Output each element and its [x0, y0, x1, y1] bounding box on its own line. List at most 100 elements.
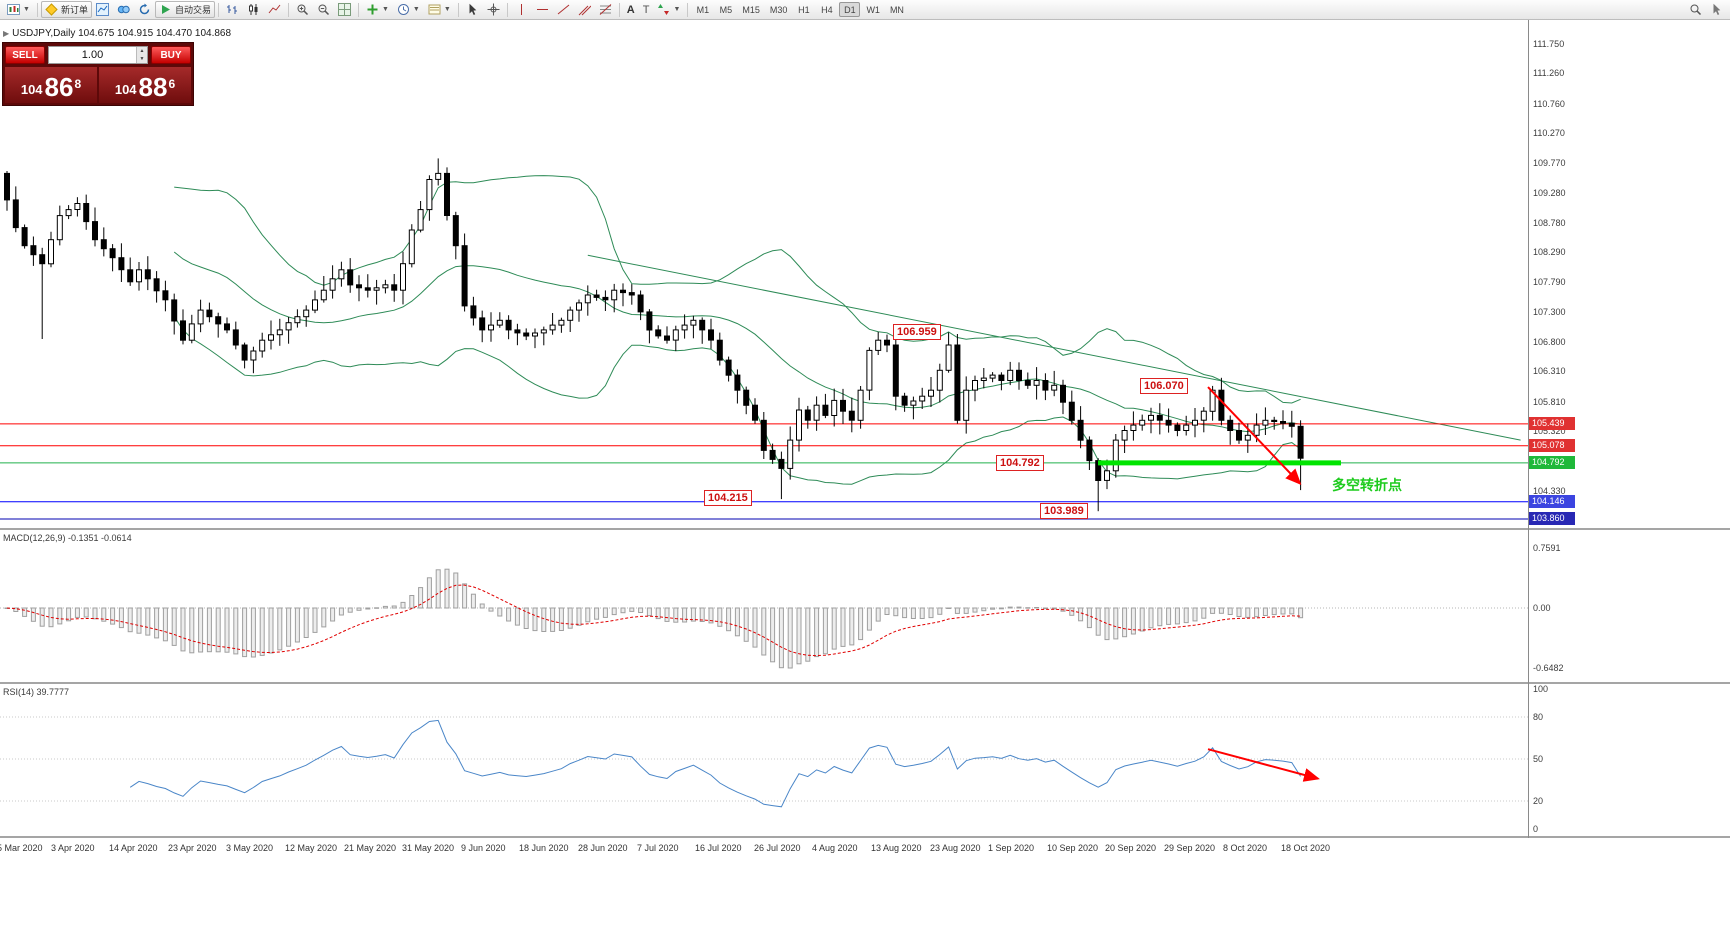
crosshair-button[interactable]: [483, 1, 504, 18]
zoom-out-button[interactable]: [313, 1, 334, 18]
trendline-button[interactable]: [553, 1, 574, 18]
date-label: 29 Sep 2020: [1164, 843, 1216, 853]
cursor-button[interactable]: [462, 1, 483, 18]
new-chart-icon: [7, 4, 20, 15]
chevron-down-icon: ▼: [673, 6, 681, 13]
volume-up-icon[interactable]: ▲: [137, 47, 147, 55]
zoom-out-icon: [318, 4, 329, 16]
toolbar-separator: [217, 2, 219, 17]
timeframe-h1[interactable]: H1: [798, 4, 810, 15]
crosshair-icon: [487, 3, 500, 16]
volume-value[interactable]: 1.00: [81, 49, 104, 61]
line-chart-button[interactable]: [264, 1, 285, 18]
label-icon: T: [642, 3, 650, 16]
timeframe-d1[interactable]: D1: [839, 2, 861, 17]
indicators-plus-icon: [367, 4, 378, 15]
price-annotation-label[interactable]: 106.959: [893, 324, 941, 340]
date-axis-separator: [0, 836, 1730, 838]
buy-button[interactable]: BUY: [151, 46, 191, 64]
turning-point-note[interactable]: 多空转折点: [1332, 477, 1402, 493]
new-chart-button[interactable]: ▼: [3, 1, 34, 18]
tile-windows-button[interactable]: [334, 1, 355, 18]
macd-panel-separator[interactable]: [0, 528, 1730, 530]
channel-button[interactable]: [574, 1, 595, 18]
rsi-panel-canvas[interactable]: [0, 684, 1528, 836]
chart-ohlc-text: USDJPY,Daily 104.675 104.915 104.470 104…: [12, 28, 232, 39]
ask-prefix: 104: [114, 82, 137, 97]
fibonacci-icon: [599, 4, 612, 15]
zoom-in-button[interactable]: [292, 1, 313, 18]
new-order-button[interactable]: 新订单: [40, 1, 92, 18]
price-tick: 105.320: [1533, 426, 1566, 436]
bar-chart-button[interactable]: [222, 1, 243, 18]
one-click-trading-panel: SELL 1.00 ▲ ▼ BUY 104 86 8 104 88 6: [2, 42, 194, 106]
macd-scale-tick: -0.6482: [1533, 663, 1564, 673]
macd-panel-canvas[interactable]: [0, 530, 1528, 682]
timeframe-m5[interactable]: M5: [719, 4, 733, 15]
indicators-button[interactable]: ▼: [362, 1, 393, 18]
rsi-label: RSI(14) 39.7777: [3, 687, 70, 697]
bid-price[interactable]: 104 86 8: [5, 67, 97, 103]
horizontal-line-button[interactable]: [532, 1, 553, 18]
text-button[interactable]: A: [623, 1, 639, 18]
refresh-button[interactable]: [134, 1, 155, 18]
timeframe-m15[interactable]: M15: [742, 4, 760, 15]
macd-scale-tick: 0.00: [1533, 603, 1551, 613]
chart-expand-icon[interactable]: ▶: [3, 29, 10, 38]
candlestick-chart-button[interactable]: [243, 1, 264, 18]
rsi-panel-separator[interactable]: [0, 682, 1730, 684]
bid-pipette: 8: [74, 77, 82, 91]
autotrade-button[interactable]: 自动交易: [154, 1, 215, 18]
date-label: 23 Apr 2020: [168, 843, 217, 853]
ask-price[interactable]: 104 88 6: [99, 67, 191, 103]
arrows-icon: [658, 4, 670, 15]
fibonacci-button[interactable]: [595, 1, 616, 18]
rsi-scale-tick: 20: [1533, 796, 1544, 806]
date-label: 28 Jun 2020: [578, 843, 628, 853]
toolbar-separator: [506, 2, 508, 17]
price-tick: 106.800: [1533, 337, 1566, 347]
timeframe-w1[interactable]: W1: [866, 4, 880, 15]
volume-input[interactable]: 1.00 ▲ ▼: [48, 46, 148, 64]
price-line-tag: 105.439: [1529, 417, 1575, 430]
price-annotation-label[interactable]: 106.070: [1140, 378, 1188, 394]
price-tick: 108.780: [1533, 218, 1566, 228]
sell-button[interactable]: SELL: [5, 46, 45, 64]
main-toolbar: ▼ 新订单 自动交易 ▼ ▼: [0, 0, 1730, 20]
date-label: 10 Sep 2020: [1047, 843, 1099, 853]
price-line-tag: 104.146: [1529, 495, 1575, 508]
pointer-button[interactable]: [1706, 1, 1727, 18]
price-annotation-label[interactable]: 104.215: [704, 490, 752, 506]
timeframe-mn[interactable]: MN: [889, 4, 904, 15]
bar-chart-icon: [226, 5, 237, 14]
periods-button[interactable]: ▼: [393, 1, 424, 18]
tile-windows-icon: [337, 3, 351, 16]
timeframe-m1[interactable]: M1: [696, 4, 710, 15]
timeframe-h4[interactable]: H4: [821, 4, 833, 15]
autotrade-label: 自动交易: [174, 5, 211, 15]
timeframe-m30[interactable]: M30: [769, 4, 788, 15]
marketwatch-button[interactable]: [92, 1, 113, 18]
toolbar-separator: [457, 2, 459, 17]
candlestick-icon: [248, 4, 258, 15]
ask-big-digits: 88: [138, 72, 168, 102]
label-button[interactable]: T: [639, 1, 654, 18]
ask-pipette: 6: [168, 77, 176, 91]
volume-down-icon[interactable]: ▼: [137, 55, 147, 63]
toolbar-separator: [357, 2, 359, 17]
price-annotation-label[interactable]: 104.792: [996, 455, 1044, 471]
main-chart-canvas[interactable]: [0, 20, 1528, 528]
search-button[interactable]: [1685, 1, 1706, 18]
chevron-down-icon: ▼: [381, 6, 389, 13]
time-scale[interactable]: 25 Mar 2020 3 Apr 2020 14 Apr 2020 23 Apr 2…: [0, 838, 1730, 858]
vertical-line-button[interactable]: [511, 1, 532, 18]
price-line-tag: 104.792: [1529, 456, 1575, 469]
date-label: 26 Jul 2020: [754, 843, 801, 853]
profiles-icon: [117, 5, 130, 14]
price-tick: 110.760: [1533, 99, 1565, 109]
profiles-button[interactable]: [113, 1, 134, 18]
templates-button[interactable]: ▼: [424, 1, 455, 18]
arrows-button[interactable]: ▼: [653, 1, 684, 18]
refresh-icon: [139, 3, 150, 15]
price-annotation-label[interactable]: 103.989: [1040, 503, 1088, 519]
